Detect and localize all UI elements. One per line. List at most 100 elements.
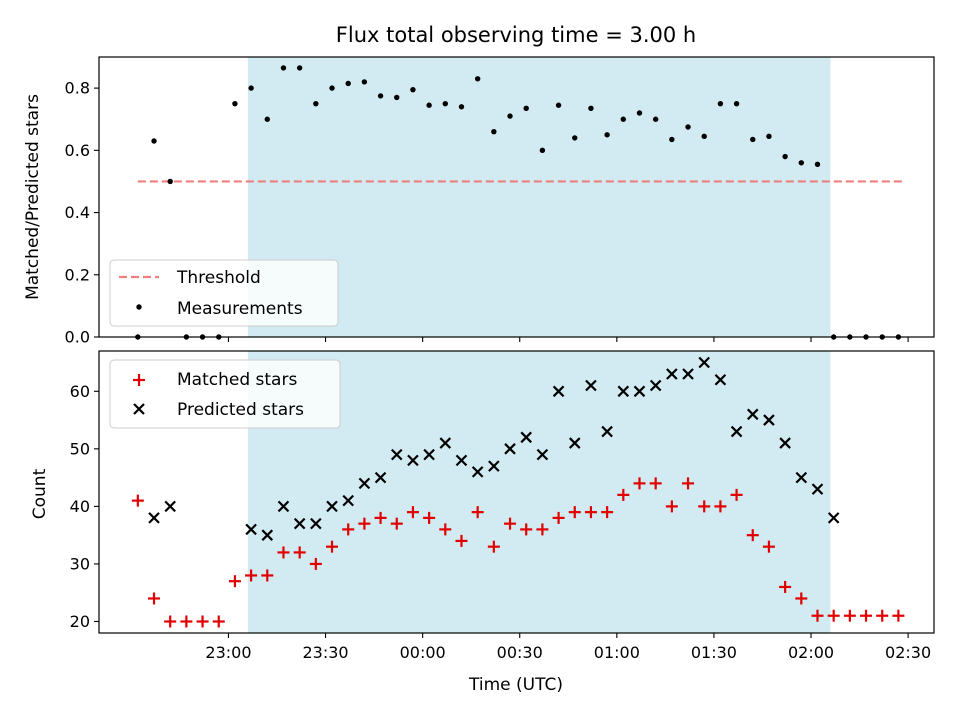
- predicted-star-point: [164, 500, 176, 513]
- predicted-star-point: [666, 368, 678, 380]
- matched-star-point: [714, 500, 727, 513]
- matched-star-point: [730, 488, 743, 501]
- bottom-ytick-label: 50: [70, 439, 90, 458]
- measurement-point: [604, 132, 610, 138]
- matched-star-point: [617, 488, 630, 501]
- measurement-point: [523, 105, 529, 112]
- predicted-star-point: [763, 414, 775, 426]
- measurement-point: [701, 133, 707, 140]
- legend-measurements-label: Measurements: [177, 299, 303, 319]
- xtick-label: 01:30: [691, 643, 737, 662]
- measurement-point: [458, 104, 465, 110]
- measurement-point: [377, 93, 384, 99]
- measurement-point: [685, 124, 691, 130]
- matched-star-point: [536, 523, 549, 536]
- matched-star-point: [196, 615, 209, 628]
- predicted-star-point: [310, 517, 322, 530]
- legend-predicted-label: Predicted stars: [177, 400, 304, 420]
- matched-star-point: [795, 592, 808, 605]
- legend-matched-label: Matched stars: [177, 370, 297, 390]
- bottom-ytick-label: 60: [70, 382, 90, 401]
- top-ytick-label: 0.8: [65, 79, 90, 98]
- matched-star-point: [212, 615, 225, 628]
- measurement-point: [329, 85, 335, 91]
- matched-star-point: [843, 609, 856, 622]
- matched-star-point: [860, 609, 873, 622]
- measurement-point: [491, 128, 497, 135]
- measurement-point: [426, 102, 432, 108]
- measurement-point: [248, 85, 254, 91]
- bottom-axes-frame: [98, 350, 935, 634]
- matched-star-point: [390, 517, 403, 530]
- measurement-point: [636, 110, 643, 116]
- predicted-star-point: [455, 454, 468, 467]
- predicted-star-point: [148, 512, 160, 524]
- bottom-ylabel: Count: [30, 468, 50, 519]
- predicted-star-point: [633, 385, 646, 398]
- matched-star-point: [504, 517, 517, 530]
- top-highlight-span: [247, 57, 831, 337]
- predicted-star-point: [568, 437, 581, 449]
- matched-star-point: [601, 506, 614, 519]
- top-ytick-label: 0.6: [65, 141, 90, 160]
- measurement-point: [442, 100, 448, 107]
- predicted-star-point: [698, 356, 710, 369]
- matched-star-point: [326, 540, 339, 553]
- matched-star-point: [633, 477, 646, 490]
- predicted-star-point: [795, 471, 808, 484]
- measurement-point: [313, 100, 319, 107]
- matched-star-point: [568, 506, 581, 519]
- matched-star-point: [682, 477, 695, 490]
- predicted-star-point: [326, 500, 338, 513]
- predicted-star-point: [261, 529, 274, 541]
- measurement-point: [750, 136, 756, 143]
- matched-star-point: [665, 500, 678, 513]
- bottom-highlight-span: [247, 351, 831, 633]
- matched-star-point: [406, 506, 419, 519]
- matched-star-point: [245, 569, 258, 582]
- matched-star-point: [471, 506, 484, 519]
- xtick-label: 02:30: [885, 643, 931, 662]
- matched-star-point: [698, 500, 711, 513]
- matched-star-point: [180, 615, 193, 628]
- xtick-label: 23:30: [302, 643, 348, 662]
- measurement-point: [296, 65, 303, 71]
- measurement-point: [766, 133, 772, 140]
- legend-matched-marker: [133, 374, 145, 386]
- measurement-point: [620, 116, 627, 122]
- legend-threshold-label: Threshold: [176, 268, 261, 288]
- matched-star-point: [423, 511, 436, 524]
- matched-star-point: [293, 546, 306, 559]
- measurement-point: [572, 135, 578, 141]
- measurement-point: [151, 138, 157, 144]
- predicted-star-point: [374, 471, 387, 484]
- measurement-point: [167, 178, 173, 185]
- predicted-star-point: [552, 385, 565, 398]
- measurement-point: [798, 160, 805, 166]
- predicted-star-point: [488, 460, 500, 472]
- predicted-star-point: [746, 408, 759, 421]
- measurement-point: [733, 100, 740, 107]
- measurement-point: [394, 94, 400, 101]
- predicted-star-point: [293, 517, 306, 530]
- predicted-star-point: [585, 379, 597, 392]
- matched-star-point: [827, 609, 840, 622]
- predicted-star-point: [779, 437, 791, 449]
- xtick-label: 02:00: [788, 643, 834, 662]
- matched-star-point: [779, 580, 792, 593]
- matched-star-point: [892, 609, 905, 622]
- predicted-star-point: [730, 425, 743, 438]
- matched-star-point: [487, 540, 500, 553]
- measurement-point: [345, 80, 351, 87]
- matched-star-point: [148, 592, 161, 605]
- measurement-point: [474, 76, 481, 82]
- matched-star-point: [277, 546, 290, 559]
- matched-star-point: [520, 523, 533, 536]
- predicted-star-point: [358, 477, 371, 490]
- top-panel: 0.00.20.40.60.8 Matched/Predicted stars …: [23, 56, 935, 347]
- predicted-star-point: [423, 448, 435, 461]
- bottom-ytick-label: 30: [70, 554, 90, 573]
- predicted-star-point: [617, 385, 630, 398]
- measurement-point: [280, 65, 287, 71]
- predicted-star-point: [714, 373, 727, 386]
